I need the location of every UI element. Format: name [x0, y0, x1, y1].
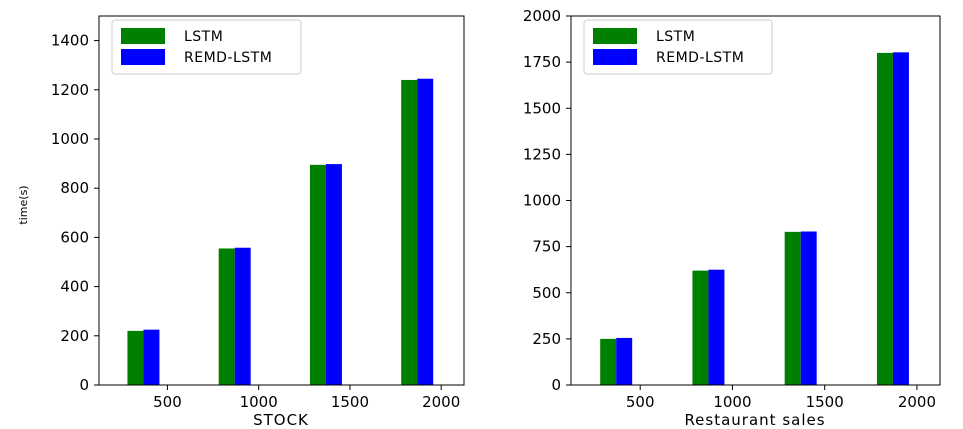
y-tick-label: 1400: [51, 32, 89, 50]
chart-stock-x-axis-label: STOCK: [253, 411, 309, 429]
chart-stock-legend-swatch-lstm: [121, 28, 165, 44]
y-tick-label: 1500: [523, 99, 561, 117]
x-tick-label: 2000: [422, 393, 460, 411]
bar-remd-lstm-2000: [417, 78, 434, 385]
chart-restaurant-sales-legend: LSTM REMD-LSTM: [583, 19, 773, 75]
chart-restaurant-sales-plot-frame: [570, 15, 941, 386]
bar-lstm-1500: [309, 164, 326, 385]
bar-lstm-1000: [692, 270, 709, 385]
bar-lstm-500: [600, 338, 617, 385]
bar-lstm-1000: [218, 248, 235, 385]
chart-stock-legend-label-remd-lstm: REMD-LSTM: [184, 50, 272, 66]
y-tick-label: 800: [60, 179, 89, 197]
chart-stock-legend-label-lstm: LSTM: [184, 29, 223, 45]
y-tick-label: 1000: [523, 192, 561, 210]
y-tick-label: 1750: [523, 53, 561, 71]
chart-restaurant-sales-y-ticks: 0 250 500 750 1000 1250 1500 1750 2000: [523, 7, 571, 394]
chart-stock: time(s) 0 200 400 600 800 1000 1200 1400 500 100…: [17, 15, 465, 429]
y-tick-label: 600: [60, 228, 89, 246]
x-tick-label: 1500: [331, 393, 369, 411]
x-tick-label: 1500: [806, 393, 844, 411]
chart-stock-plot-frame: [98, 15, 465, 386]
y-tick-label: 1000: [51, 130, 89, 148]
bar-lstm-2000: [876, 52, 893, 386]
y-tick-label: 500: [532, 284, 561, 302]
bar-remd-lstm-1000: [708, 269, 725, 385]
y-tick-label: 0: [79, 376, 89, 394]
chart-stock-bars: [127, 78, 434, 386]
x-tick-label: 500: [626, 393, 655, 411]
y-tick-label: 1200: [51, 81, 89, 99]
chart-restaurant-sales-x-axis-label: Restaurant sales: [684, 411, 825, 429]
x-tick-label: 1000: [713, 393, 751, 411]
chart-restaurant-sales-bars: [600, 52, 909, 386]
bar-remd-lstm-2000: [892, 52, 909, 386]
chart-stock-legend: LSTM REMD-LSTM: [111, 19, 302, 75]
chart-restaurant-sales-legend-swatch-remd-lstm: [593, 49, 637, 65]
bar-remd-lstm-500: [143, 329, 160, 385]
bar-lstm-1500: [784, 231, 801, 385]
chart-stock-x-ticks: 500 1000 1500 2000: [153, 385, 460, 411]
y-tick-label: 2000: [523, 7, 561, 25]
y-tick-label: 200: [60, 327, 89, 345]
chart-stock-legend-swatch-remd-lstm: [121, 49, 165, 65]
y-tick-label: 1250: [523, 145, 561, 163]
y-tick-label: 250: [532, 330, 561, 348]
chart-restaurant-sales-legend-swatch-lstm: [593, 28, 637, 44]
bar-remd-lstm-1500: [325, 164, 342, 385]
bar-remd-lstm-1500: [800, 231, 817, 385]
bar-lstm-2000: [401, 79, 418, 386]
x-tick-label: 2000: [898, 393, 936, 411]
y-tick-label: 400: [60, 278, 89, 296]
chart-restaurant-sales-x-ticks: 500 1000 1500 2000: [626, 385, 936, 411]
bar-lstm-500: [127, 330, 144, 385]
chart-restaurant-sales-legend-label-remd-lstm: REMD-LSTM: [656, 50, 744, 66]
y-tick-label: 750: [532, 238, 561, 256]
y-tick-label: 0: [551, 376, 561, 394]
chart-restaurant-sales-legend-label-lstm: LSTM: [656, 29, 695, 45]
chart-restaurant-sales: 0 250 500 750 1000 1250 1500 1750 2000 500 1000 15…: [523, 7, 941, 429]
x-tick-label: 1000: [240, 393, 278, 411]
bar-remd-lstm-500: [616, 337, 633, 385]
chart-stock-y-axis-label: time(s): [17, 185, 30, 224]
bar-remd-lstm-1000: [234, 247, 251, 385]
chart-stock-y-ticks: 0 200 400 600 800 1000 1200 1400: [51, 32, 99, 394]
x-tick-label: 500: [153, 393, 182, 411]
